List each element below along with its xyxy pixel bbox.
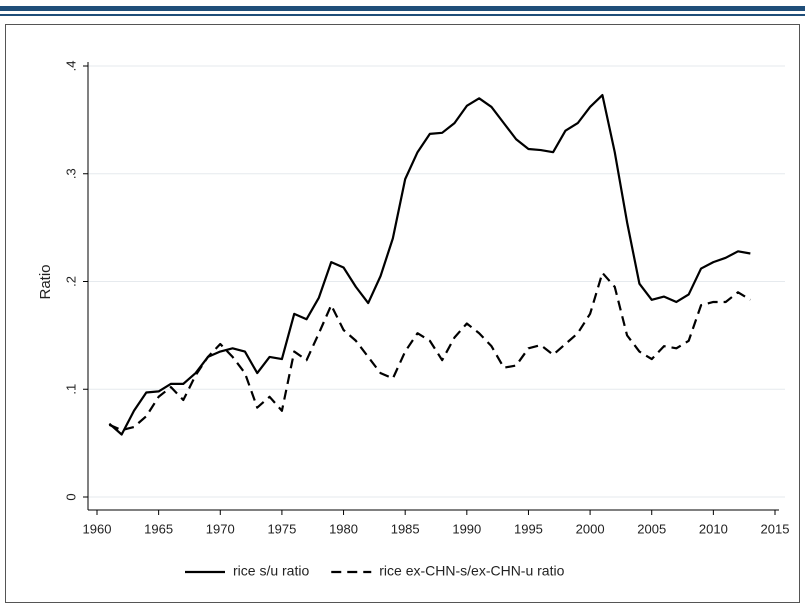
- x-tick-label: 2000: [576, 521, 605, 536]
- y-tick-label: .4: [63, 61, 78, 72]
- frame: [5, 24, 800, 603]
- x-tick-label: 2015: [761, 521, 790, 536]
- legend-label: rice ex-CHN-s/ex-CHN-u ratio: [379, 563, 564, 579]
- x-tick-label: 1985: [391, 521, 420, 536]
- x-tick-label: 1980: [329, 521, 358, 536]
- y-tick-label: 0: [63, 493, 78, 500]
- x-tick-label: 1995: [514, 521, 543, 536]
- x-tick-label: 1970: [206, 521, 235, 536]
- header-rule: [0, 14, 805, 16]
- y-axis-label: Ratio: [37, 264, 54, 299]
- x-tick-label: 1965: [144, 521, 173, 536]
- series-line: [108, 93, 751, 436]
- header-bar: [0, 6, 805, 11]
- legend-label: rice s/u ratio: [233, 563, 309, 579]
- x-tick-label: 1960: [83, 521, 112, 536]
- y-tick-label: .3: [63, 168, 78, 179]
- x-tick-label: 1975: [267, 521, 296, 536]
- x-tick-label: 2010: [699, 521, 728, 536]
- series-line: [108, 271, 751, 432]
- x-tick-label: 2005: [637, 521, 666, 536]
- y-tick-label: .2: [63, 276, 78, 287]
- y-tick-label: .1: [63, 384, 78, 395]
- x-tick-label: 1990: [452, 521, 481, 536]
